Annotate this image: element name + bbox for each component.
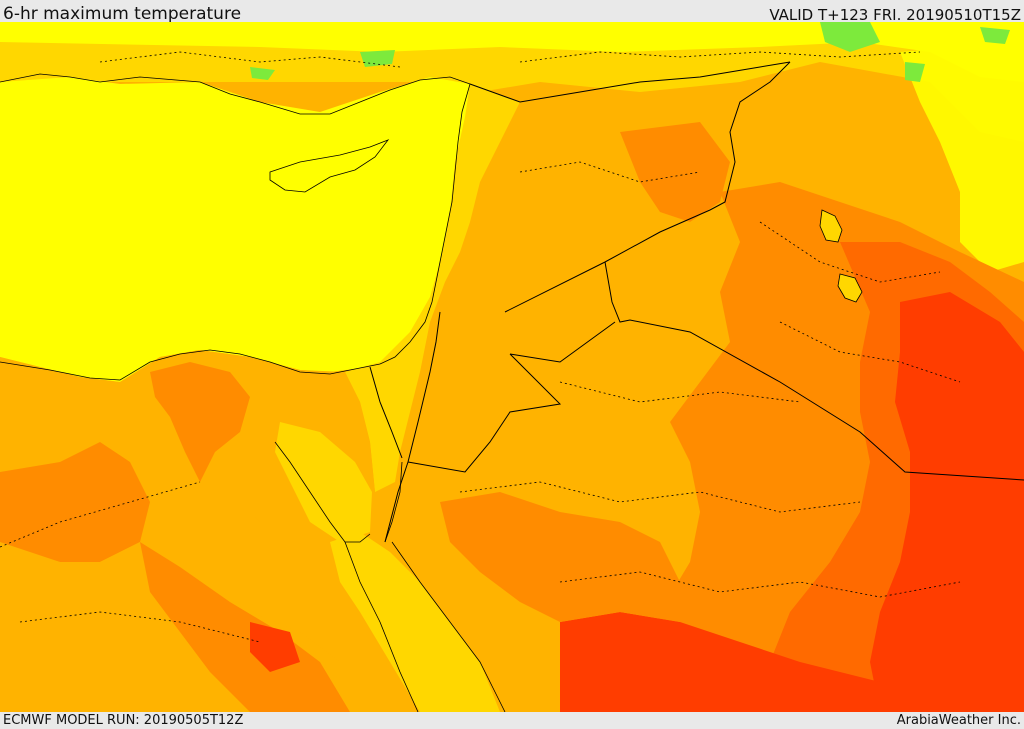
internal-borders [0, 51, 961, 643]
country-borders [369, 61, 1024, 543]
header-bar: 6-hr maximum temperature VALID T+123 FRI… [0, 0, 1024, 24]
lake-tharthar [819, 209, 843, 243]
coast-gulf-aqaba [384, 461, 403, 543]
green-patch-4 [250, 67, 275, 80]
coastlines [0, 73, 506, 712]
green-patch-1 [820, 22, 880, 52]
egypt-south-orange [140, 542, 350, 712]
coast-turkey-south [0, 73, 471, 115]
coast-red-sea-west [344, 541, 419, 712]
coast-levant [364, 83, 471, 368]
dotted-iraq-1 [759, 221, 941, 283]
turkey-yellow-band [0, 22, 1024, 82]
model-run-label: ECMWF MODEL RUN: 20190505T12Z [3, 713, 244, 728]
border-jordan-saudi [407, 321, 616, 473]
credit-label: ArabiaWeather Inc. [896, 713, 1021, 728]
dotted-egypt-1 [0, 481, 201, 548]
syria-orange [620, 122, 730, 222]
footer-bar: ECMWF MODEL RUN: 20190505T12Z ArabiaWeat… [0, 712, 1024, 729]
mediterranean-sea [0, 77, 470, 382]
border-israel-jordan [384, 311, 441, 543]
sinai-gold [275, 422, 372, 542]
coast-red-sea-east [391, 541, 506, 712]
temperature-map[interactable] [0, 22, 1024, 712]
border-syria-turkey [469, 61, 791, 103]
dotted-saudi-1 [559, 381, 801, 403]
egypt-west-orange [0, 442, 150, 562]
red-sea [330, 532, 500, 712]
egypt-red-patch [250, 622, 300, 672]
dotted-syria [519, 161, 701, 183]
dotted-turkey-1 [99, 51, 401, 68]
map-canvas [0, 22, 1024, 712]
saudi-red-south [560, 612, 880, 712]
coast-gulf-suez [274, 441, 371, 543]
coast-egypt-north [0, 349, 366, 381]
cyprus-island [269, 139, 390, 193]
turkey-warm-band [0, 22, 1024, 142]
dotted-egypt-2 [19, 611, 261, 643]
egypt-nile-delta [150, 362, 250, 482]
saudi-orange-band [440, 492, 680, 622]
levant-gold-strip [345, 84, 520, 492]
dotted-turkey-2 [519, 51, 921, 63]
border-egypt-israel [369, 366, 403, 459]
map-title: 6-hr maximum temperature [3, 4, 242, 24]
green-patch-5 [905, 62, 925, 82]
iraq-red-core [870, 292, 1024, 712]
valid-time-label: VALID T+123 FRI. 20190510T15Z [769, 6, 1021, 24]
north-east-yellow [900, 42, 1024, 272]
lake-razzaza [837, 273, 863, 303]
green-patch-2 [980, 27, 1010, 44]
border-iraq-jordan-saudi [604, 261, 1024, 481]
border-syria-iraq [504, 61, 791, 313]
